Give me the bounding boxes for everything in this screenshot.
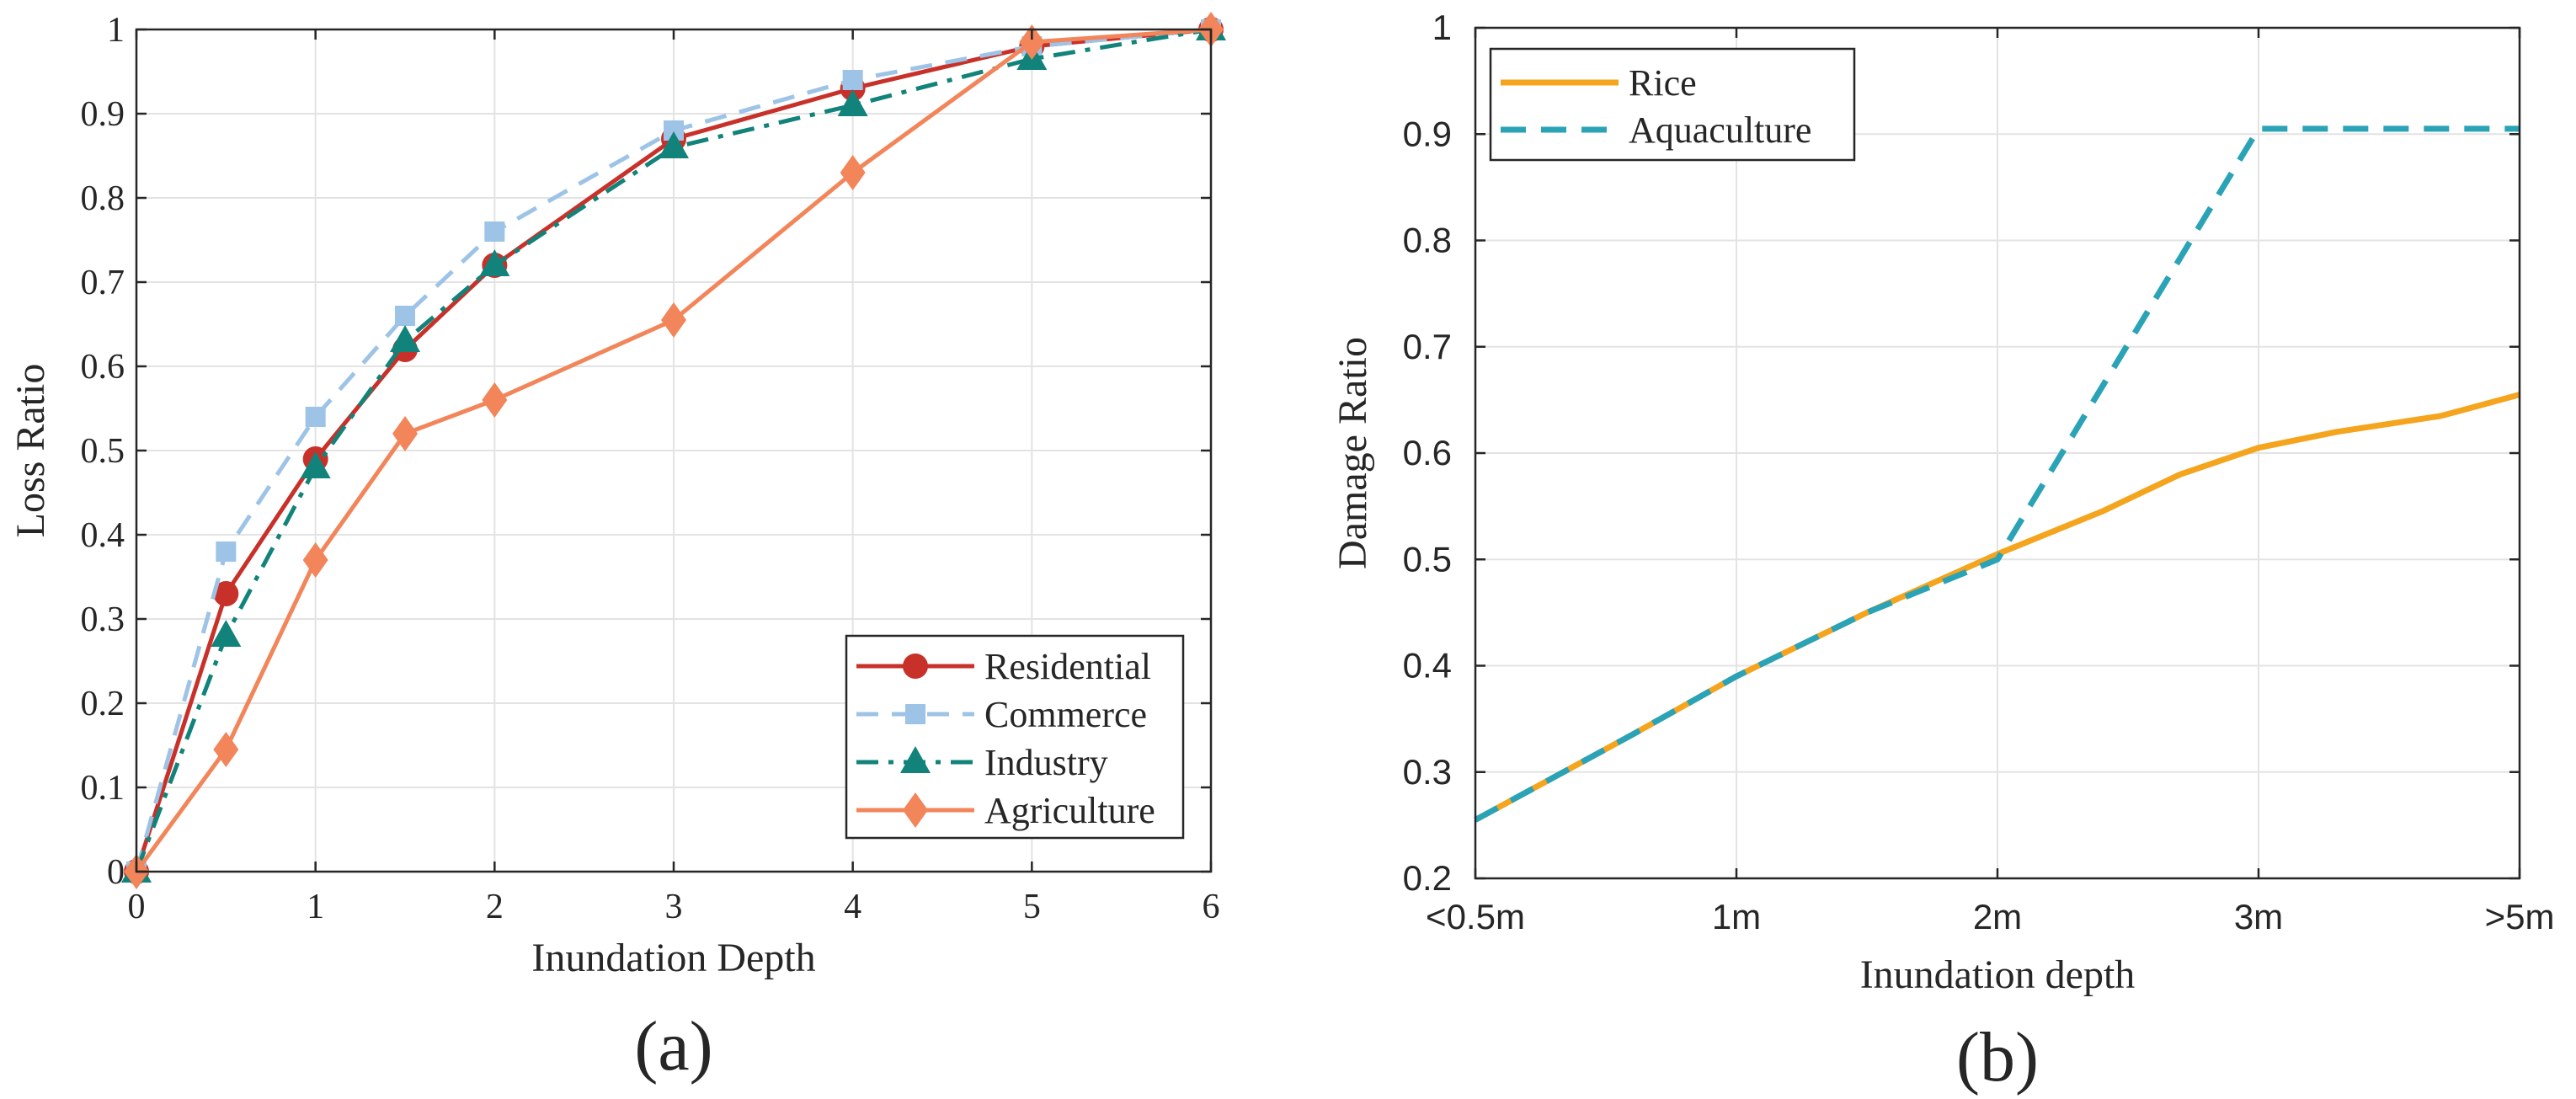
y-tick-label: 0.4 xyxy=(81,516,125,555)
panel-b-y-axis-label: Damage Ratio xyxy=(1331,337,1375,569)
panel-a-x-axis-label: Inundation Depth xyxy=(531,936,815,980)
y-tick-label: 0.2 xyxy=(1403,858,1452,898)
x-tick-label: 5 xyxy=(1023,888,1041,926)
y-tick-label: 1 xyxy=(1432,8,1452,47)
x-tick-label: <0.5m xyxy=(1426,897,1525,936)
data-point-residential xyxy=(213,581,239,606)
data-point-agriculture xyxy=(661,302,686,338)
y-tick-label: 0.7 xyxy=(81,264,125,302)
x-tick-label: >5m xyxy=(2485,897,2555,936)
panel-b-chart: <0.5m 1m 2m 3m >5m0.20.30.40.50.60.70.80.91 … xyxy=(1331,8,2554,1096)
data-point-industry xyxy=(479,249,510,276)
panel-a-series xyxy=(121,12,1226,889)
data-point-commerce xyxy=(216,541,237,562)
data-point-industry xyxy=(390,325,420,352)
y-tick-label: 0.9 xyxy=(1403,114,1452,153)
legend-label-residential: Residential xyxy=(984,646,1151,687)
y-tick-label: 0.5 xyxy=(1403,539,1452,579)
legend-label-aquaculture: Aquaculture xyxy=(1629,109,1811,151)
legend-marker-commerce xyxy=(905,704,925,724)
y-tick-label: 0.3 xyxy=(1403,752,1452,792)
data-point-commerce xyxy=(305,407,326,427)
data-point-agriculture xyxy=(213,732,239,767)
legend-marker-industry xyxy=(900,746,931,773)
series-aquaculture xyxy=(1474,125,2520,823)
y-tick-label: 0 xyxy=(107,853,125,892)
panel-a-ticks: 0 1 2 3 4 5 6 0 0.1 0.2 0.3 0.4 0.5 0.6 0.7 0.8 0.9 1 xyxy=(81,11,1220,926)
y-tick-label: 0.4 xyxy=(1403,646,1452,686)
legend-marker-residential xyxy=(903,654,928,679)
data-point-agriculture xyxy=(302,542,328,578)
data-point-agriculture xyxy=(840,155,866,190)
x-tick-label: 0 xyxy=(128,888,146,926)
y-tick-label: 0.3 xyxy=(81,600,125,639)
x-tick-label: 2 xyxy=(486,888,504,926)
data-point-industry xyxy=(300,451,331,478)
panel-a-grid xyxy=(136,29,1211,872)
data-point-industry xyxy=(837,89,868,116)
legend-label-industry: Industry xyxy=(984,742,1108,783)
y-tick-label: 0.5 xyxy=(81,432,125,471)
series-industry xyxy=(121,13,1226,883)
panel-b-legend: Rice Aquaculture xyxy=(1489,47,1856,162)
x-tick-label: 1m xyxy=(1712,897,1761,936)
data-point-industry xyxy=(211,620,242,647)
y-tick-label: 0.6 xyxy=(1403,433,1452,472)
legend-box xyxy=(1489,47,1856,162)
data-point-agriculture xyxy=(482,382,508,418)
panel-b-x-axis-label: Inundation depth xyxy=(1860,952,2136,997)
y-tick-label: 0.2 xyxy=(81,685,125,723)
panel-b-ticks: <0.5m 1m 2m 3m >5m 0.2 0.3 0.4 0.5 0.6 0.7 0.8 0.9 1 xyxy=(1403,8,2555,936)
y-tick-label: 0.1 xyxy=(81,769,125,808)
data-point-commerce xyxy=(842,70,863,90)
legend-label-agriculture: Agriculture xyxy=(984,790,1155,831)
panel-a-chart: 0 1 2 3 4 5 6 0 0.1 0.2 0.3 0.4 0.5 0.6 0.7 0.8 0.9 1 Inu… xyxy=(8,11,1226,1086)
panel-a-y-axis-label: Loss Ratio xyxy=(8,364,53,538)
legend-marker-agriculture xyxy=(903,792,928,828)
x-tick-label: 1 xyxy=(307,888,324,926)
legend-box xyxy=(845,634,1185,840)
series-line-aquaculture xyxy=(1474,125,2520,823)
panel-b-series xyxy=(1474,125,2520,823)
x-tick-label: 4 xyxy=(844,888,861,926)
data-point-agriculture xyxy=(392,416,418,451)
panel-a-label: (a) xyxy=(634,1007,712,1086)
legend-label-rice: Rice xyxy=(1629,62,1697,104)
y-tick-label: 0.7 xyxy=(1403,327,1452,366)
y-tick-label: 0.8 xyxy=(1403,221,1452,260)
x-tick-label: 6 xyxy=(1203,888,1220,926)
panel-a-legend: Residential Commerce Industry Agriculture xyxy=(845,634,1185,840)
series-agriculture xyxy=(124,12,1224,889)
x-tick-label: 3m xyxy=(2234,897,2283,936)
data-point-agriculture xyxy=(1019,24,1045,60)
y-tick-label: 1 xyxy=(107,11,125,50)
data-point-commerce xyxy=(395,306,415,326)
y-tick-label: 0.9 xyxy=(81,95,125,134)
x-tick-label: 3 xyxy=(665,888,683,926)
data-point-industry xyxy=(659,131,689,158)
panel-b-label: (b) xyxy=(1956,1018,2039,1096)
data-point-commerce xyxy=(484,221,505,242)
x-tick-label: 2m xyxy=(1973,897,2022,936)
y-tick-label: 0.8 xyxy=(81,179,125,218)
legend-label-commerce: Commerce xyxy=(984,694,1147,735)
y-tick-label: 0.6 xyxy=(81,348,125,387)
